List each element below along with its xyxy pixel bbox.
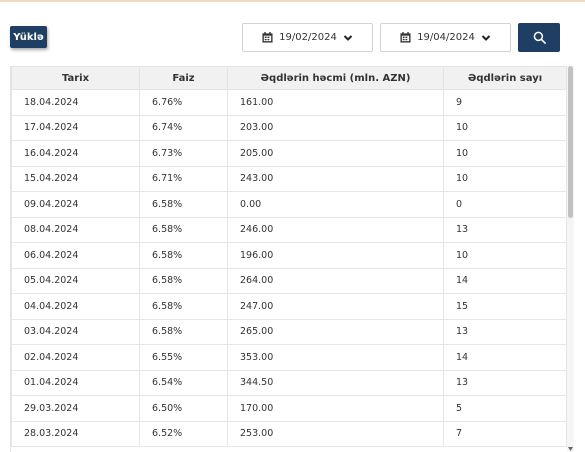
cell-date: 06.04.2024 (11, 242, 140, 269)
cell-volume: 0.00 (227, 191, 444, 218)
cell-date: 01.04.2024 (11, 369, 140, 396)
cell-rate: 6.50% (139, 395, 228, 422)
cell-date: 17.04.2024 (11, 114, 140, 141)
cell-date: 04.04.2024 (11, 293, 140, 320)
date-from-picker[interactable]: 19/02/2024 (242, 23, 373, 52)
rates-table-container: Tarix Faiz Əqdlərin həcmi (mln. AZN) Əqd… (10, 66, 567, 452)
cell-date: 28.03.2024 (11, 420, 140, 447)
table-row: 16.04.2024 6.73% 205.00 10 (11, 140, 567, 167)
cell-rate: 6.76% (139, 89, 228, 116)
cell-rate: 6.58% (139, 191, 228, 218)
cell-rate: 6.74% (139, 114, 228, 141)
scrollbar-thumb[interactable] (568, 66, 573, 218)
cell-volume: 203.00 (227, 114, 444, 141)
cell-count: 10 (443, 140, 567, 167)
cell-count: 14 (443, 267, 567, 294)
top-accent-line (0, 0, 585, 2)
scrollbar[interactable] (567, 66, 574, 452)
column-header-date[interactable]: Tarix (11, 66, 140, 90)
cell-date: 15.04.2024 (11, 165, 140, 192)
table-row: 01.04.2024 6.54% 344.50 13 (11, 369, 567, 396)
cell-rate: 6.73% (139, 140, 228, 167)
cell-volume: 246.00 (227, 216, 444, 243)
table-row: 03.04.2024 6.58% 265.00 13 (11, 318, 567, 345)
cell-rate: 6.58% (139, 318, 228, 345)
cell-rate: 6.55% (139, 344, 228, 371)
table-header-row: Tarix Faiz Əqdlərin həcmi (mln. AZN) Əqd… (11, 66, 567, 90)
date-to-picker[interactable]: 19/04/2024 (380, 23, 511, 52)
cell-count: 14 (443, 344, 567, 371)
cell-count: 10 (443, 114, 567, 141)
table-row: 18.04.2024 6.76% 161.00 9 (11, 89, 567, 116)
cell-count: 13 (443, 369, 567, 396)
cell-volume: 161.00 (227, 89, 444, 116)
load-button[interactable]: Yüklə (10, 26, 47, 48)
table-row: 28.03.2024 6.52% 253.00 7 (11, 420, 567, 447)
cell-rate: 6.52% (139, 420, 228, 447)
column-header-volume[interactable]: Əqdlərin həcmi (mln. AZN) (227, 66, 444, 90)
column-header-count[interactable]: Əqdlərin sayı (443, 66, 567, 90)
table-row: 02.04.2024 6.55% 353.00 14 (11, 344, 567, 371)
cell-date: 16.04.2024 (11, 140, 140, 167)
cell-date: 29.03.2024 (11, 395, 140, 422)
cell-date: 08.04.2024 (11, 216, 140, 243)
cell-date: 03.04.2024 (11, 318, 140, 345)
cell-date: 02.04.2024 (11, 344, 140, 371)
cell-count: 7 (443, 420, 567, 447)
cell-volume: 170.00 (227, 395, 444, 422)
cell-volume: 353.00 (227, 344, 444, 371)
search-button[interactable] (518, 23, 560, 52)
table-row: 08.04.2024 6.58% 246.00 13 (11, 216, 567, 243)
cell-volume: 243.00 (227, 165, 444, 192)
cell-count: 10 (443, 242, 567, 269)
table-row: 04.04.2024 6.58% 247.00 15 (11, 293, 567, 320)
cell-volume: 205.00 (227, 140, 444, 167)
cell-rate: 6.54% (139, 369, 228, 396)
scroll-down-arrow-icon[interactable] (567, 445, 574, 452)
cell-volume: 344.50 (227, 369, 444, 396)
cell-count: 0 (443, 191, 567, 218)
table-row: 05.04.2024 6.58% 264.00 14 (11, 267, 567, 294)
table-row: 06.04.2024 6.58% 196.00 10 (11, 242, 567, 269)
cell-count: 15 (443, 293, 567, 320)
date-from-value: 19/02/2024 (279, 32, 337, 43)
column-header-rate[interactable]: Faiz (139, 66, 228, 90)
cell-count: 10 (443, 165, 567, 192)
date-to-value: 19/04/2024 (417, 32, 475, 43)
rates-table: Tarix Faiz Əqdlərin həcmi (mln. AZN) Əqd… (11, 66, 567, 447)
cell-count: 5 (443, 395, 567, 422)
cell-rate: 6.58% (139, 216, 228, 243)
cell-count: 13 (443, 216, 567, 243)
search-icon (533, 31, 546, 44)
cell-rate: 6.58% (139, 267, 228, 294)
toolbar: Yüklə 19/02/2024 19/04/2024 (0, 0, 585, 66)
cell-volume: 196.00 (227, 242, 444, 269)
table-row: 15.04.2024 6.71% 243.00 10 (11, 165, 567, 192)
cell-rate: 6.71% (139, 165, 228, 192)
cell-count: 13 (443, 318, 567, 345)
calendar-icon (400, 32, 411, 43)
cell-date: 18.04.2024 (11, 89, 140, 116)
chevron-down-icon (481, 34, 491, 41)
table-row: 29.03.2024 6.50% 170.00 5 (11, 395, 567, 422)
cell-date: 05.04.2024 (11, 267, 140, 294)
table-row: 09.04.2024 6.58% 0.00 0 (11, 191, 567, 218)
cell-volume: 265.00 (227, 318, 444, 345)
cell-volume: 247.00 (227, 293, 444, 320)
calendar-icon (262, 32, 273, 43)
chevron-down-icon (343, 34, 353, 41)
cell-volume: 253.00 (227, 420, 444, 447)
cell-date: 09.04.2024 (11, 191, 140, 218)
cell-volume: 264.00 (227, 267, 444, 294)
cell-rate: 6.58% (139, 293, 228, 320)
table-row: 17.04.2024 6.74% 203.00 10 (11, 114, 567, 141)
cell-count: 9 (443, 89, 567, 116)
cell-rate: 6.58% (139, 242, 228, 269)
